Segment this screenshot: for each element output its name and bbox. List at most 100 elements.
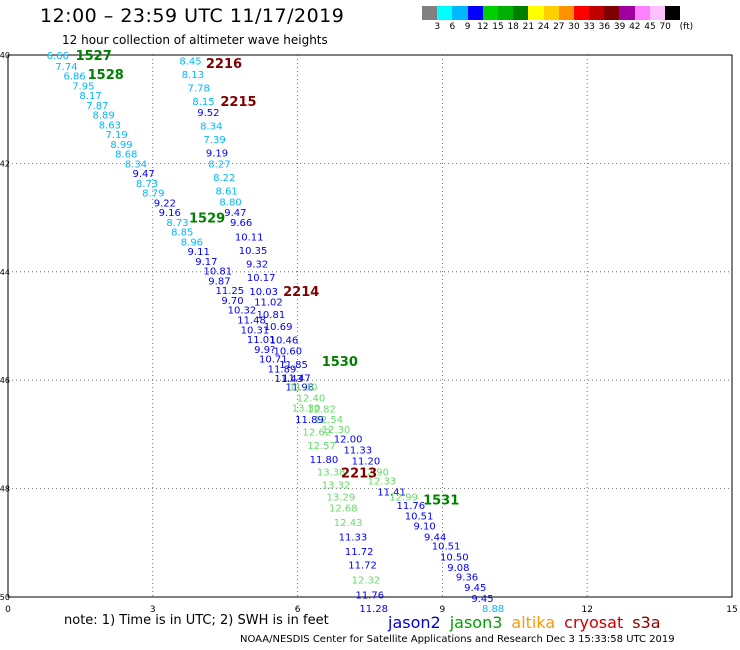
wave-reading: 10.03: [249, 287, 278, 298]
wave-reading: 10.17: [247, 273, 276, 284]
legend-label: 12: [477, 22, 489, 32]
pass-label: 1527: [76, 49, 112, 64]
legend-swatch: [558, 6, 574, 20]
wave-reading: 11.89: [295, 415, 324, 426]
wave-reading: 11.89: [268, 364, 297, 375]
wave-reading: 8.88: [482, 604, 504, 615]
wave-reading: 9.45: [464, 583, 486, 594]
legend-label: 3: [434, 22, 441, 32]
legend-label: 24: [537, 22, 550, 32]
wave-reading: 11.76: [397, 501, 426, 512]
map-title: 12:00 – 23:59 UTC 11/17/2019: [40, 5, 345, 27]
x-tick-label: 0: [5, 605, 11, 615]
wave-reading: 8.45: [179, 56, 201, 67]
pass-label: 1530: [322, 355, 358, 370]
wave-reading: 8.96: [181, 237, 203, 248]
wave-reading: 9.32: [246, 260, 268, 271]
wave-reading: 8.89: [92, 111, 114, 122]
wave-reading: 6.86: [64, 72, 86, 83]
map-grid: [7, 54, 733, 598]
map-frame: [7, 54, 733, 598]
legend-swatch: [649, 6, 665, 20]
wave-reading: 11.41: [377, 487, 406, 498]
wave-reading: 10.46: [270, 336, 299, 347]
wave-reading: 11.47: [282, 373, 311, 384]
wave-reading: 12.57: [307, 441, 336, 452]
pass-label: 2213: [341, 466, 377, 481]
legend-swatch: [589, 6, 605, 20]
credit-footer: NOAA/NESDIS Center for Satellite Applica…: [240, 634, 675, 645]
wave-reading: 11.28: [359, 604, 388, 615]
legend-swatch: [528, 6, 544, 20]
satellite-jason3: jason3: [449, 613, 503, 632]
legend-label: 30: [568, 22, 580, 32]
wave-reading: 7.87: [86, 101, 108, 112]
wave-reading: 11.20: [352, 456, 381, 467]
wave-reading: 9.44: [424, 532, 446, 543]
legend-unit: (ft): [679, 22, 694, 32]
wave-reading: 11.33: [343, 446, 372, 457]
wave-reading: 10.60: [273, 346, 302, 357]
wave-reading: 11.48: [237, 315, 266, 326]
wave-reading: 9.11: [188, 247, 210, 258]
wave-reading: 8.27: [208, 159, 230, 170]
wave-reading: 9.10: [413, 521, 435, 532]
wave-reading: 9.70: [221, 296, 243, 307]
wave-reading: 8.80: [219, 197, 241, 208]
satellite-altika: altika: [511, 613, 556, 632]
wave-reading: 8.61: [216, 187, 238, 198]
legend-swatch: [573, 6, 590, 20]
legend-label: 18: [507, 22, 519, 32]
wave-reading: 12.00: [334, 435, 363, 446]
legend-label: 39: [613, 22, 626, 32]
wave-reading: 9.47: [224, 208, 246, 219]
pass-labels: 1527 1528 2216 2215 1529 2214 1530 2213 1531: [76, 49, 460, 508]
legend-label: 9: [464, 22, 471, 32]
wave-readings: 6.667.746.867.958.177.878.898.637.198.99…: [47, 51, 505, 615]
wave-reading: 9.52: [197, 108, 219, 119]
wave-reading: 8.63: [99, 120, 121, 131]
wave-reading: 12.43: [334, 518, 363, 529]
wave-reading: 11.33: [339, 532, 368, 543]
pass-label: 1529: [189, 212, 225, 227]
footnote: note: 1) Time is in UTC; 2) SWH is in fe…: [64, 613, 329, 628]
wave-reading: 8.22: [213, 173, 235, 184]
wave-reading: 10.81: [257, 310, 286, 321]
satellite-s3a: s3a: [632, 613, 661, 632]
wave-reading: 13.32: [322, 480, 351, 491]
y-tick-label: -48: [0, 485, 10, 494]
legend-label: 27: [553, 22, 565, 32]
x-tick-label: 15: [726, 605, 737, 615]
legend-swatch: [497, 6, 514, 20]
wave-reading: 11.85: [279, 360, 308, 371]
map-subtitle: 12 hour collection of altimeter wave hei…: [62, 33, 328, 47]
wave-reading: 12.32: [352, 576, 381, 587]
wave-reading: 11.76: [356, 590, 385, 601]
wave-reading: 13.38: [317, 467, 346, 478]
wave-reading: 6.66: [47, 51, 69, 62]
legend-swatch: [665, 6, 681, 20]
wave-reading: 7.74: [55, 62, 77, 73]
pass-label: 1528: [88, 68, 124, 83]
x-tick-label: 9: [440, 605, 446, 615]
wave-reading: 13.29: [327, 493, 356, 504]
legend-label: 21: [522, 22, 535, 32]
wave-reading: 11.43: [274, 374, 303, 385]
wave-reading: 10.31: [241, 325, 270, 336]
y-tick-label: -50: [0, 593, 10, 602]
wave-reading: 8.79: [142, 189, 164, 200]
color-legend: [422, 6, 681, 20]
wave-reading: 10.81: [203, 267, 232, 278]
wave-reading: 8.73: [166, 218, 188, 229]
wave-reading: 12.90: [360, 467, 389, 478]
wave-reading: 8.34: [200, 121, 222, 132]
wave-reading: 8.73: [136, 179, 158, 190]
legend-swatch: [482, 6, 498, 20]
x-tick-label: 3: [150, 605, 156, 615]
pass-label: 1531: [423, 493, 459, 508]
legend-swatch: [604, 6, 620, 20]
satellite-jason2: jason2: [388, 613, 441, 632]
legend-label: 36: [598, 22, 611, 32]
wave-reading: 10.32: [228, 306, 257, 317]
